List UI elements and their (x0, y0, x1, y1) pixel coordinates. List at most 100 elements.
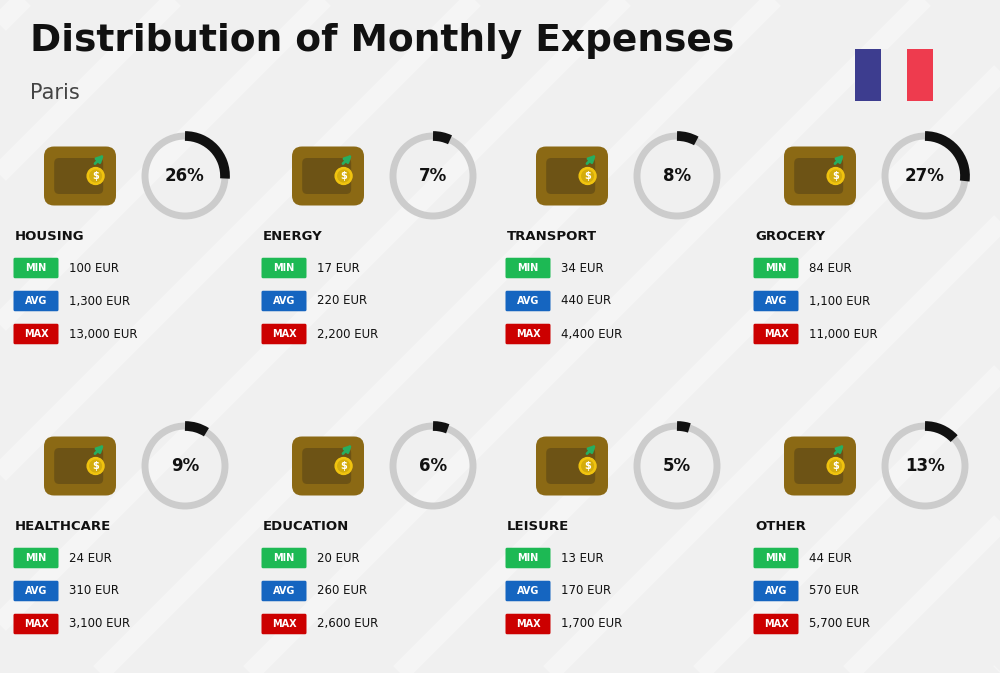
Text: 8%: 8% (663, 167, 691, 185)
Text: $: $ (584, 461, 591, 471)
Text: 17 EUR: 17 EUR (317, 262, 360, 275)
Text: MAX: MAX (24, 329, 48, 339)
Text: AVG: AVG (765, 296, 787, 306)
FancyBboxPatch shape (262, 548, 306, 568)
Circle shape (830, 460, 841, 472)
Circle shape (579, 458, 596, 474)
Text: 1,100 EUR: 1,100 EUR (809, 295, 870, 308)
FancyBboxPatch shape (262, 258, 306, 278)
Text: MIN: MIN (765, 263, 787, 273)
Text: MAX: MAX (24, 619, 48, 629)
FancyBboxPatch shape (262, 581, 306, 601)
Circle shape (90, 460, 101, 472)
FancyBboxPatch shape (754, 548, 798, 568)
Text: Distribution of Monthly Expenses: Distribution of Monthly Expenses (30, 23, 734, 59)
Text: 11,000 EUR: 11,000 EUR (809, 328, 878, 341)
FancyBboxPatch shape (506, 614, 551, 634)
FancyBboxPatch shape (907, 49, 933, 101)
FancyBboxPatch shape (14, 548, 59, 568)
Text: 4,400 EUR: 4,400 EUR (561, 328, 622, 341)
FancyBboxPatch shape (54, 158, 103, 194)
FancyBboxPatch shape (546, 448, 595, 484)
FancyBboxPatch shape (302, 448, 351, 484)
Text: LEISURE: LEISURE (507, 520, 569, 533)
Text: 44 EUR: 44 EUR (809, 551, 852, 565)
Circle shape (90, 170, 101, 182)
Text: 13 EUR: 13 EUR (561, 551, 604, 565)
FancyBboxPatch shape (506, 291, 551, 311)
Text: MIN: MIN (517, 263, 539, 273)
Circle shape (87, 458, 104, 474)
Text: ENERGY: ENERGY (263, 230, 323, 243)
FancyBboxPatch shape (14, 258, 59, 278)
Text: MAX: MAX (516, 329, 540, 339)
FancyBboxPatch shape (754, 614, 798, 634)
FancyBboxPatch shape (506, 324, 551, 345)
FancyBboxPatch shape (546, 158, 595, 194)
Text: 100 EUR: 100 EUR (69, 262, 119, 275)
Text: 2,600 EUR: 2,600 EUR (317, 618, 378, 631)
Text: 7%: 7% (419, 167, 447, 185)
FancyBboxPatch shape (292, 147, 364, 205)
FancyBboxPatch shape (506, 581, 551, 601)
FancyBboxPatch shape (794, 158, 843, 194)
FancyBboxPatch shape (292, 437, 364, 495)
Circle shape (582, 460, 593, 472)
Text: 440 EUR: 440 EUR (561, 295, 611, 308)
Text: HEALTHCARE: HEALTHCARE (15, 520, 111, 533)
FancyBboxPatch shape (794, 448, 843, 484)
Circle shape (87, 168, 104, 184)
Text: 5,700 EUR: 5,700 EUR (809, 618, 870, 631)
Text: AVG: AVG (517, 586, 539, 596)
Circle shape (827, 168, 844, 184)
Text: MAX: MAX (272, 329, 296, 339)
Text: $: $ (92, 171, 99, 181)
FancyBboxPatch shape (506, 548, 551, 568)
Text: MAX: MAX (764, 329, 788, 339)
Text: HOUSING: HOUSING (15, 230, 85, 243)
Text: EDUCATION: EDUCATION (263, 520, 349, 533)
FancyBboxPatch shape (506, 258, 551, 278)
Circle shape (827, 458, 844, 474)
Text: $: $ (340, 171, 347, 181)
FancyBboxPatch shape (536, 147, 608, 205)
Text: 13%: 13% (905, 457, 945, 475)
FancyBboxPatch shape (44, 147, 116, 205)
FancyBboxPatch shape (14, 324, 59, 345)
Text: 9%: 9% (171, 457, 199, 475)
Text: 220 EUR: 220 EUR (317, 295, 367, 308)
Text: 170 EUR: 170 EUR (561, 584, 611, 598)
FancyBboxPatch shape (14, 614, 59, 634)
FancyBboxPatch shape (754, 258, 798, 278)
Text: AVG: AVG (517, 296, 539, 306)
Text: MIN: MIN (273, 553, 295, 563)
FancyBboxPatch shape (855, 49, 881, 101)
Text: 24 EUR: 24 EUR (69, 551, 112, 565)
FancyBboxPatch shape (784, 147, 856, 205)
Text: 5%: 5% (663, 457, 691, 475)
Text: 260 EUR: 260 EUR (317, 584, 367, 598)
FancyBboxPatch shape (44, 437, 116, 495)
FancyBboxPatch shape (881, 49, 907, 101)
Text: MIN: MIN (517, 553, 539, 563)
Text: 27%: 27% (905, 167, 945, 185)
FancyBboxPatch shape (784, 437, 856, 495)
Text: 20 EUR: 20 EUR (317, 551, 360, 565)
Circle shape (338, 460, 349, 472)
Text: 2,200 EUR: 2,200 EUR (317, 328, 378, 341)
Text: 6%: 6% (419, 457, 447, 475)
Text: AVG: AVG (273, 296, 295, 306)
FancyBboxPatch shape (54, 448, 103, 484)
FancyBboxPatch shape (754, 324, 798, 345)
Text: MAX: MAX (764, 619, 788, 629)
Circle shape (335, 168, 352, 184)
FancyBboxPatch shape (302, 158, 351, 194)
FancyBboxPatch shape (262, 291, 306, 311)
FancyBboxPatch shape (754, 291, 798, 311)
Text: AVG: AVG (765, 586, 787, 596)
Text: 3,100 EUR: 3,100 EUR (69, 618, 130, 631)
FancyBboxPatch shape (754, 581, 798, 601)
Circle shape (582, 170, 593, 182)
Text: $: $ (832, 171, 839, 181)
FancyBboxPatch shape (14, 291, 59, 311)
